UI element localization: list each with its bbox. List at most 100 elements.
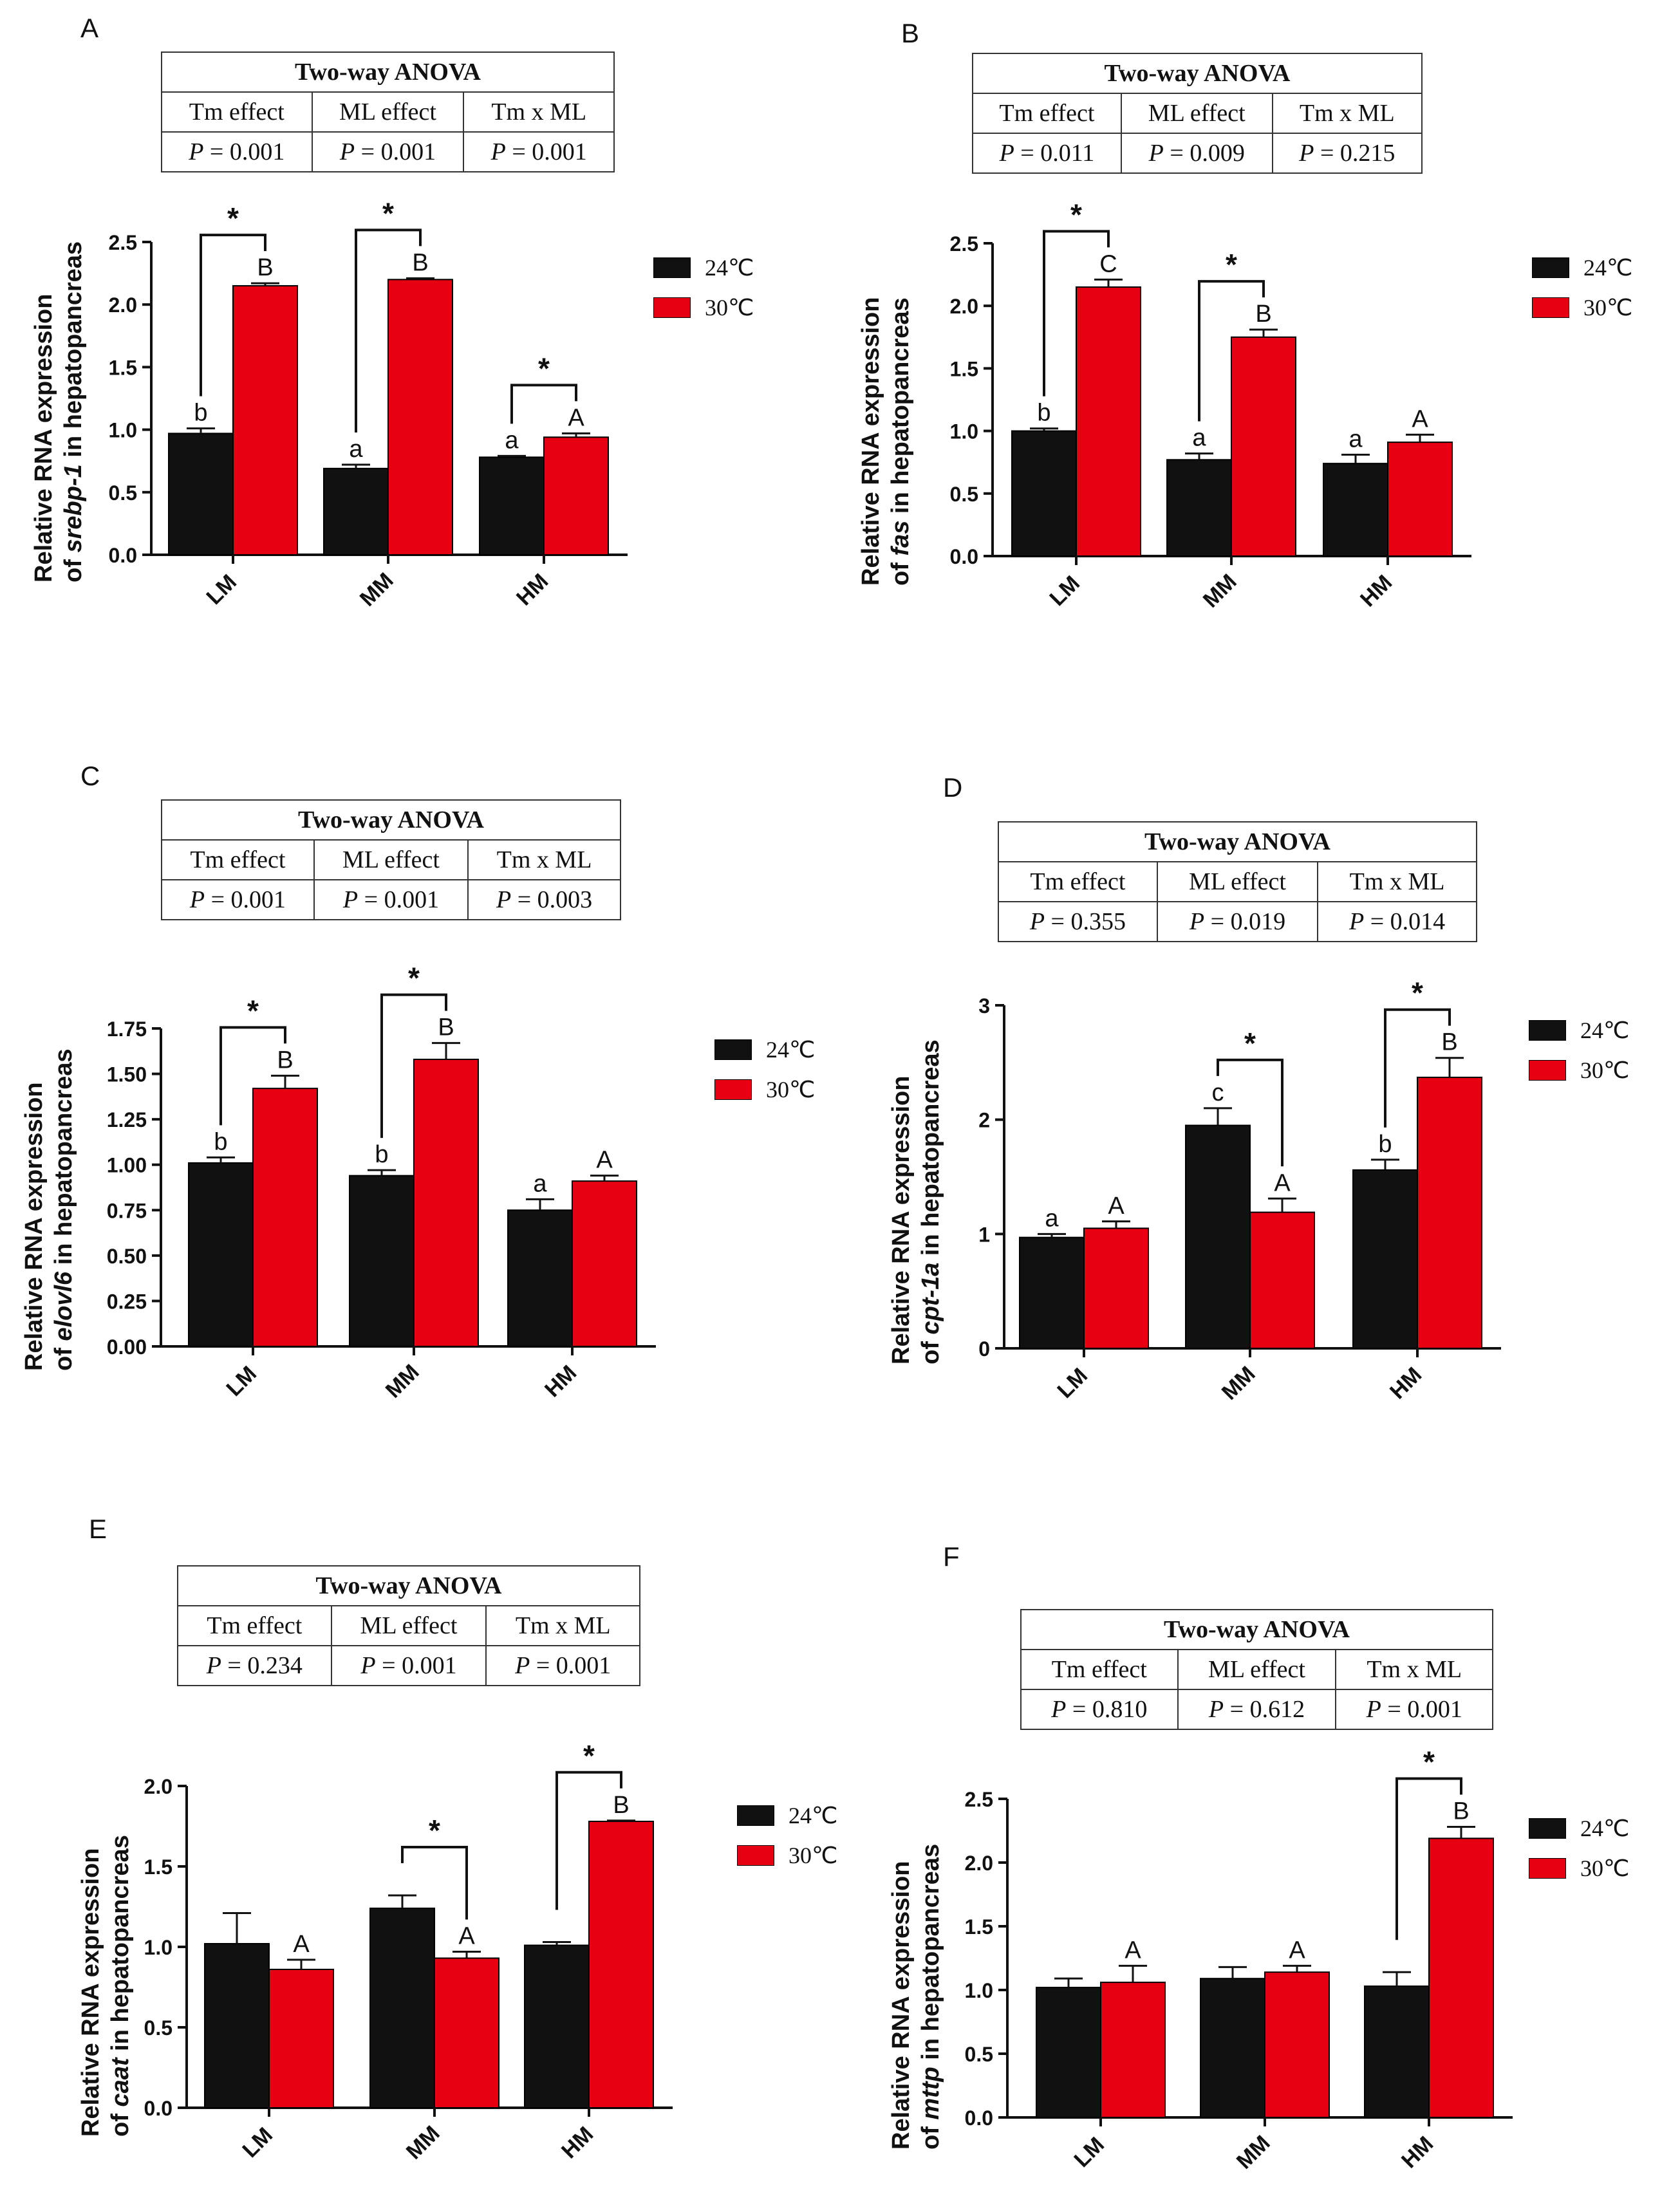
panel-letter: E xyxy=(89,1514,107,1544)
bar xyxy=(1352,1169,1418,1350)
bar-chart: 0.0 0.5 1.0 1.5 2.0 2.5 b C LM * a B MM * a A HM xyxy=(950,198,1471,613)
x-tick-label: MM xyxy=(381,1360,424,1403)
y-tick-label: 2.5 xyxy=(109,231,137,254)
bar xyxy=(588,1821,654,2108)
bar xyxy=(1083,1227,1149,1350)
significance-star: * xyxy=(408,962,420,995)
anova-header: Tm x ML xyxy=(485,1605,640,1646)
y-tick-label: 1.5 xyxy=(109,356,137,379)
significance-letter: a xyxy=(1349,426,1363,453)
panel-f: F Two-way ANOVA Tm effect ML effect Tm x ML P… xyxy=(840,1455,1680,2182)
bar xyxy=(1011,430,1077,557)
significance-letter: B xyxy=(1255,301,1271,328)
significance-star: * xyxy=(382,196,394,230)
y-tick-label: 1 xyxy=(978,1223,990,1246)
x-tick-label: LM xyxy=(221,1361,261,1401)
y-tick-label: 1.5 xyxy=(144,1855,173,1879)
y-tick-label: 0.0 xyxy=(109,544,137,567)
significance-letter: a xyxy=(505,427,519,454)
significance-letter: A xyxy=(1274,1169,1291,1196)
bar xyxy=(268,1969,334,2108)
p-number: 0.003 xyxy=(537,886,593,913)
p-number: 0.001 xyxy=(402,1652,457,1679)
bar-chart: 0.0 0.5 1.0 1.5 2.0 2.5 b B LM * a B MM * a A HM * xyxy=(109,196,628,611)
legend-label: 24℃ xyxy=(789,1803,838,1828)
p-equals: = xyxy=(511,886,537,913)
legend-swatch xyxy=(714,1039,752,1060)
p-number: 0.001 xyxy=(230,886,286,913)
bar xyxy=(1185,1124,1251,1349)
y-tick-label: 2.5 xyxy=(950,232,978,256)
p-equals: = xyxy=(375,1652,402,1679)
anova-p-value: P = 0.003 xyxy=(467,879,621,920)
x-tick-label: MM xyxy=(1199,570,1242,613)
panel-d: D Two-way ANOVA Tm effect ML effect Tm x ML P… xyxy=(840,727,1680,1455)
x-tick-label: MM xyxy=(1232,2131,1275,2174)
anova-table: Two-way ANOVA Tm effect ML effect Tm x ML P … xyxy=(161,51,615,172)
p-number: 0.001 xyxy=(1407,1696,1462,1723)
y-tick-label: 1.00 xyxy=(107,1154,147,1177)
bar xyxy=(1249,1211,1315,1349)
p-symbol: P xyxy=(515,1652,530,1679)
bar xyxy=(543,436,609,555)
significance-star: * xyxy=(1070,198,1082,231)
panel-e: E Two-way ANOVA Tm effect ML effect Tm x ML P… xyxy=(0,1455,840,2182)
anova-p-value: P = 0.001 xyxy=(1335,1689,1493,1730)
significance-letter: b xyxy=(375,1141,388,1168)
anova-p-value: P = 0.001 xyxy=(161,879,315,920)
significance-star: * xyxy=(247,994,259,1027)
anova-header: Tm effect xyxy=(972,93,1122,134)
anova-p-value: P = 0.011 xyxy=(972,133,1122,174)
anova-header: ML effect xyxy=(1156,861,1319,902)
bar xyxy=(232,285,298,555)
y-tick-label: 0.0 xyxy=(965,2106,993,2130)
bar xyxy=(349,1175,415,1347)
significance-letter: B xyxy=(257,254,273,281)
significance-bracket xyxy=(380,993,447,1139)
significance-bracket xyxy=(200,234,266,396)
legend: 24℃ 30℃ xyxy=(1532,248,1632,328)
y-tick-label: 1.5 xyxy=(950,357,978,380)
p-symbol: P xyxy=(360,1652,376,1679)
bar xyxy=(1166,459,1232,557)
p-equals: = xyxy=(221,1652,248,1679)
legend-swatch xyxy=(1529,1060,1566,1081)
anova-title: Two-way ANOVA xyxy=(998,821,1477,862)
p-number: 0.011 xyxy=(1040,140,1095,167)
legend-item: 24℃ xyxy=(737,1796,837,1836)
significance-bracket xyxy=(1217,1058,1283,1167)
legend-swatch xyxy=(737,1805,774,1826)
y-tick-label: 3 xyxy=(978,994,990,1018)
anova-header: ML effect xyxy=(313,839,469,880)
legend: 24℃ 30℃ xyxy=(653,248,754,328)
anova-p-value: P = 0.009 xyxy=(1120,133,1273,174)
x-tick-label: LM xyxy=(1052,1363,1092,1403)
anova-p-value: P = 0.001 xyxy=(463,131,615,172)
panel-a: A Two-way ANOVA Tm effect ML effect Tm x ML P… xyxy=(0,0,840,727)
p-equals: = xyxy=(1381,1696,1408,1723)
significance-letter: C xyxy=(1099,250,1117,277)
y-tick-label: 1.0 xyxy=(965,1979,993,2002)
legend-item: 30℃ xyxy=(714,1070,815,1110)
anova-p-value: P = 0.215 xyxy=(1271,133,1423,174)
anova-header: ML effect xyxy=(1177,1649,1337,1690)
significance-bracket xyxy=(1198,280,1265,422)
significance-star: * xyxy=(1412,976,1423,1010)
anova-header: Tm x ML xyxy=(1335,1649,1493,1690)
significance-letter: A xyxy=(1412,405,1428,432)
anova-header: Tm x ML xyxy=(1271,93,1423,134)
y-tick-label: 1.0 xyxy=(144,1936,173,1959)
p-equals: = xyxy=(355,138,381,165)
p-number: 0.009 xyxy=(1190,140,1245,167)
legend-label: 30℃ xyxy=(1583,295,1633,321)
p-number: 0.014 xyxy=(1390,908,1446,935)
bar-chart: 0.0 0.5 1.0 1.5 2.0 2.5 A LM A MM B HM * xyxy=(965,1745,1513,2174)
p-equals: = xyxy=(1045,908,1071,935)
bar xyxy=(507,1209,573,1347)
significance-letter: a xyxy=(349,436,363,463)
significance-letter: b xyxy=(1378,1131,1392,1158)
significance-bracket xyxy=(401,1846,468,1920)
significance-letter: c xyxy=(1212,1079,1224,1106)
y-tick-label: 0.5 xyxy=(109,481,137,505)
legend-label: 30℃ xyxy=(766,1077,816,1102)
